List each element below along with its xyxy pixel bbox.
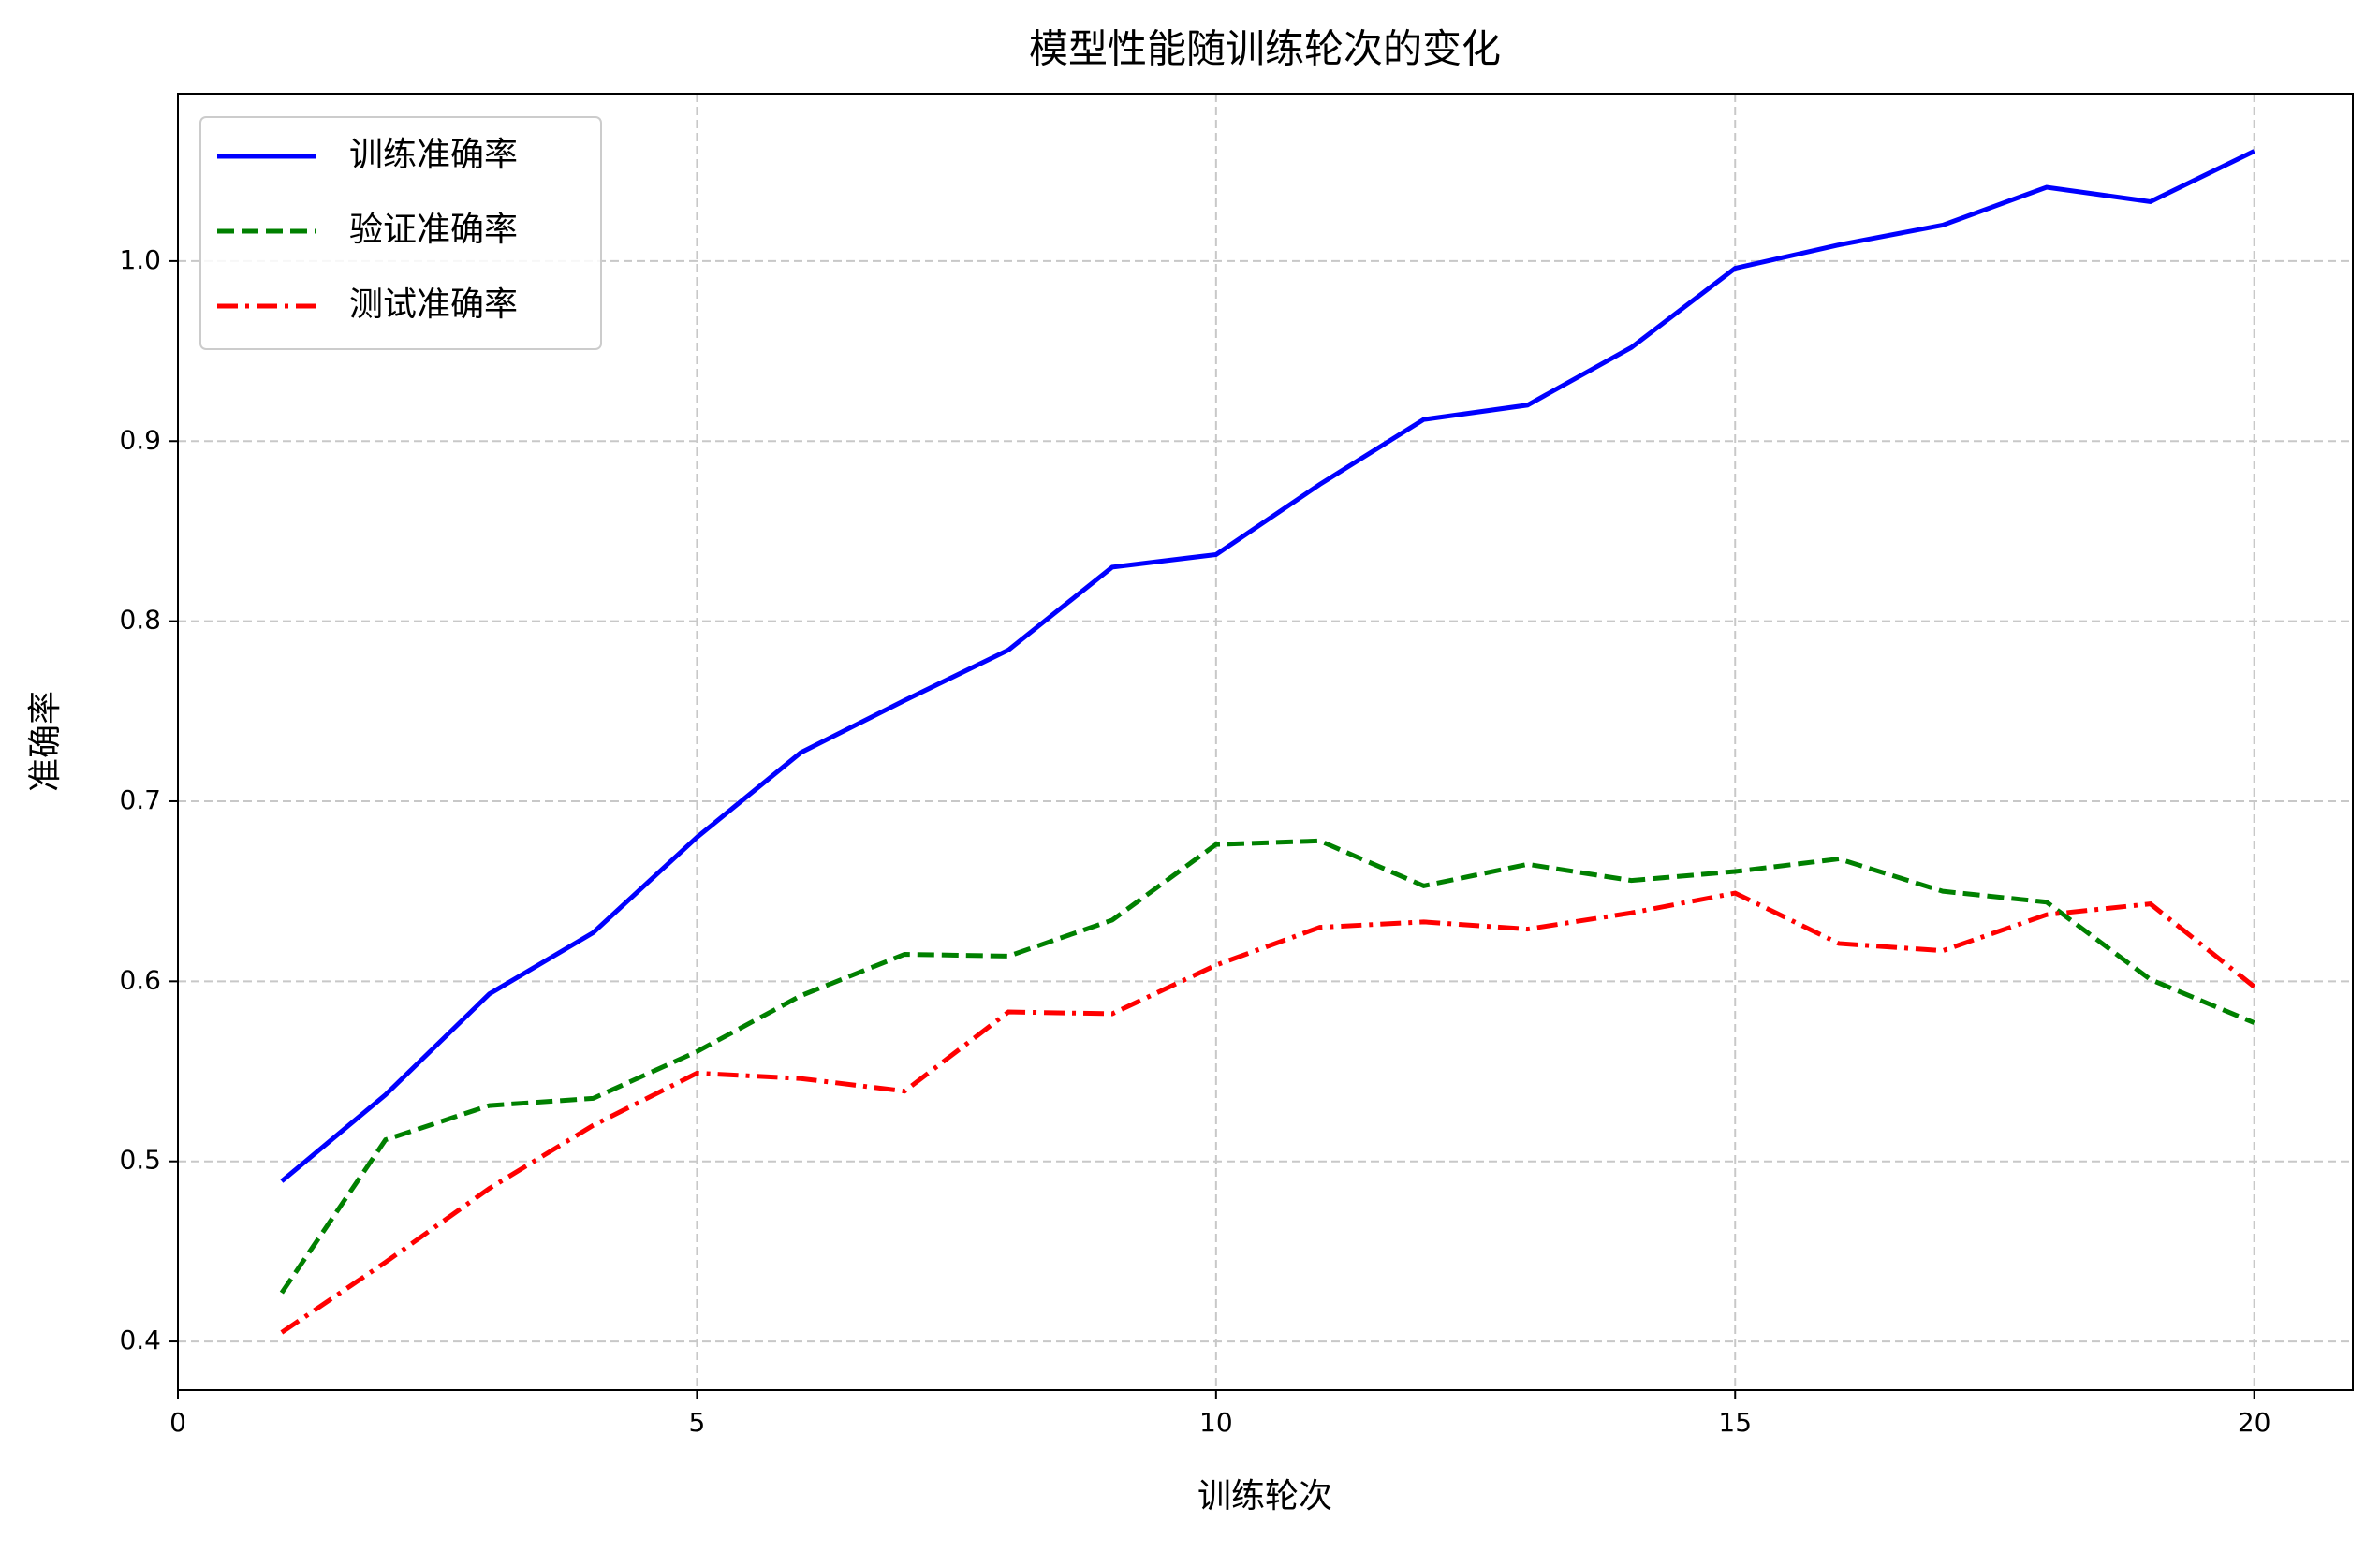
y-tick-label: 0.9: [119, 424, 161, 455]
x-tick-label: 5: [689, 1407, 706, 1438]
legend-box: [199, 116, 602, 350]
chart-title: 模型性能随训练轮次的变化: [1029, 26, 1501, 72]
x-tick-label: 10: [1199, 1407, 1233, 1438]
y-axis-label: 准确率: [26, 691, 65, 792]
y-tick-label: 0.4: [119, 1325, 161, 1355]
x-tick-label: 0: [169, 1407, 186, 1438]
y-tick-label: 0.6: [119, 964, 161, 995]
x-tick-label: 20: [2238, 1407, 2271, 1438]
plot-frame: [177, 93, 2354, 1391]
series-line: [280, 890, 2256, 1335]
x-axis-label: 训练轮次: [1197, 1477, 1332, 1515]
y-tick-label: 0.7: [119, 784, 161, 815]
series-line: [280, 149, 2255, 1183]
legend-label: 验证准确率: [349, 211, 518, 249]
x-tick-label: 15: [1718, 1407, 1752, 1438]
series-line: [279, 838, 2255, 1295]
legend-label: 测试准确率: [349, 286, 518, 324]
y-tick-label: 1.0: [119, 244, 161, 275]
y-tick-label: 0.8: [119, 605, 161, 636]
y-tick-label: 0.5: [119, 1145, 161, 1176]
legend-label: 训练准确率: [349, 136, 518, 174]
